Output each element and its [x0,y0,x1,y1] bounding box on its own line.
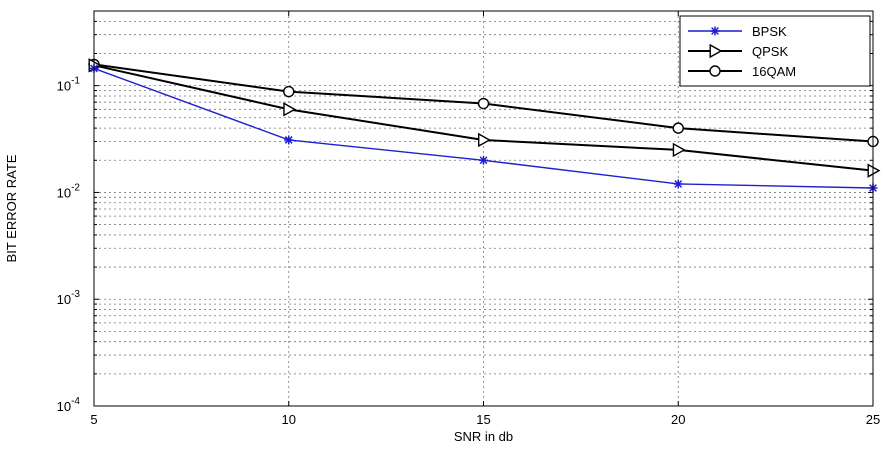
data-point-qpsk [867,163,881,178]
legend-entry-qpsk: QPSK [688,43,788,59]
y-axis-ticks: 10-1 10-2 10-3 10-4 [57,10,873,414]
x-tick-label: 5 [90,412,97,427]
x-axis-ticks: 5 10 15 20 25 [90,11,880,427]
legend-entry-bpsk: BPSK [688,24,787,39]
legend-marker [709,65,721,77]
data-point-qpsk [478,132,491,148]
y-tick-label: 10-4 [57,396,81,414]
x-axis-label: SNR in db [454,429,513,444]
data-point-qpsk [672,142,686,158]
data-point-16qam [477,97,490,110]
data-point-qpsk [283,102,297,117]
data-point-bpsk [674,180,683,188]
x-tick-label: 10 [282,412,296,427]
legend-label: 16QAM [752,64,796,79]
data-point-16qam [283,85,295,98]
legend-entry-16qam: 16QAM [688,64,796,79]
data-point-bpsk [284,136,293,144]
x-tick-label: 15 [476,412,490,427]
legend-marker [711,27,719,35]
y-tick-label: 10-1 [57,76,81,94]
y-axis-label: BIT ERROR RATE [4,154,19,262]
data-point-16qam [672,122,684,134]
legend-label: QPSK [752,44,788,59]
legend-marker [709,43,723,59]
y-tick-label: 10-3 [57,289,81,307]
x-tick-label: 25 [866,412,880,427]
legend-label: BPSK [752,24,787,39]
y-tick-label: 10-2 [57,182,81,200]
legend: BPSK QPSK 16QAM [679,15,871,87]
plot-frame [93,10,874,407]
data-point-bpsk [479,156,488,165]
x-tick-label: 20 [671,412,685,427]
